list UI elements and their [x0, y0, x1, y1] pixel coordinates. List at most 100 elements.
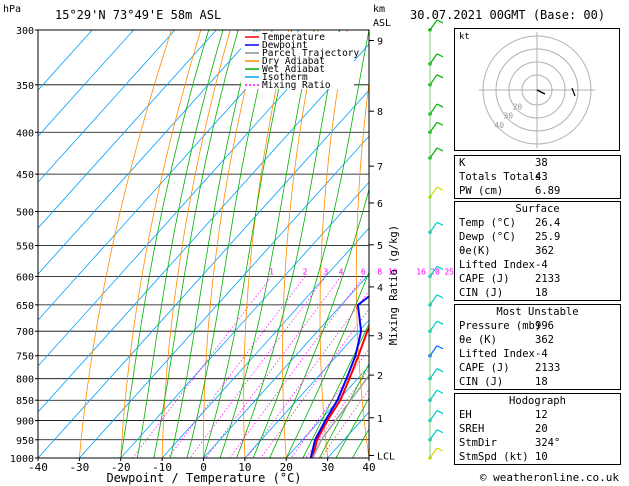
row-value: 10 — [535, 451, 548, 463]
temperature-tick-label: 40 — [362, 461, 375, 474]
row-label: Dewp (°C) — [459, 231, 516, 243]
pressure-tick-label: 650 — [16, 301, 34, 312]
hodograph-table: Hodograph EH 12 SREH 20 StmDir 324° StmSpd … — [454, 393, 621, 465]
wind-barb-flag — [436, 121, 444, 126]
row-value: -4 — [535, 348, 548, 360]
mixing-ratio-label: 10 — [388, 267, 398, 276]
km-tick-label: 8 — [377, 107, 383, 118]
wind-barb-staff — [429, 19, 438, 31]
wind-barb-staff — [429, 121, 438, 133]
index-label: K — [459, 157, 466, 169]
wind-barb-flag — [436, 368, 444, 373]
mixing-ratio-label: 8 — [377, 267, 382, 276]
wet-adiabat — [269, 187, 369, 458]
profile-lines — [309, 295, 369, 458]
pressure-tick-label: 600 — [16, 272, 34, 283]
legend-item-label: Parcel Trajectory — [262, 48, 360, 59]
km-tick-label: 7 — [377, 162, 383, 173]
row-label: θe (K) — [459, 334, 497, 346]
wet-adiabat — [335, 397, 369, 458]
row-value: 18 — [535, 287, 548, 299]
isotherm-line — [38, 30, 134, 137]
wet-adiabat — [153, 30, 239, 458]
mixing-ratio-line — [205, 276, 342, 458]
wind-barb-staff — [429, 429, 438, 441]
row-value: 996 — [535, 320, 554, 332]
mu-row: θe (K) 362 — [455, 333, 620, 347]
wind-barb-staff — [429, 389, 438, 401]
legend-item-label: Dewpoint — [262, 40, 308, 51]
km-tick-label: LCL — [377, 452, 395, 463]
row-label: CIN (J) — [459, 287, 504, 299]
dry-adiabat — [202, 30, 260, 458]
pressure-tick-label: 500 — [16, 208, 34, 219]
pressure-tick-label: 1000 — [10, 454, 34, 465]
wet-adiabat — [203, 30, 293, 458]
hpa-unit: hPa — [3, 4, 21, 15]
isotherm-line — [120, 181, 369, 458]
row-value: 18 — [535, 376, 548, 388]
surface-row: Temp (°C) 26.4 — [455, 216, 620, 230]
row-value: 2133 — [535, 273, 561, 285]
wind-barb-flag — [436, 53, 444, 58]
most-unstable-title: Most Unstable — [496, 306, 579, 318]
wind-barb-staff — [429, 147, 438, 159]
surface-row: θe(K) 362 — [455, 244, 620, 258]
km-tick-label: 5 — [377, 241, 383, 252]
mu-row: Pressure (mb) 996 — [455, 319, 620, 333]
mixing-ratio-label: 3 — [323, 267, 328, 276]
wind-barb-staff — [429, 368, 438, 380]
wind-barb-staff — [429, 53, 438, 65]
dewpoint-line — [309, 295, 369, 458]
km-tick-label: 1 — [377, 414, 383, 425]
pressure-tick-label: 750 — [16, 352, 34, 363]
x-axis-label: Dewpoint / Temperature (°C) — [106, 471, 301, 485]
mixing-ratio-label: 20 — [430, 267, 440, 276]
row-label: CAPE (J) — [459, 273, 510, 285]
isotherm-line — [285, 365, 369, 458]
indices-table: K 38 Totals Totals 43 PW (cm) 6.89 — [454, 155, 621, 199]
mu-row: Lifted Index -4 — [455, 347, 620, 361]
wet-adiabat — [252, 30, 369, 458]
temperature-tick-label: 0 — [200, 461, 207, 474]
row-value: 26.4 — [535, 217, 561, 229]
wind-barb-flag — [436, 221, 444, 226]
temperature-tick-label: -20 — [111, 461, 131, 474]
pressure-tick-label: 800 — [16, 375, 34, 386]
mixing-ratio-label: 4 — [339, 267, 344, 276]
mixing-ratio-label: 6 — [361, 267, 366, 276]
mixing-ratio-line — [305, 368, 369, 458]
row-value: 362 — [535, 245, 554, 257]
row-label: StmDir — [459, 437, 497, 449]
isotherm-line — [161, 227, 369, 458]
dry-adiabat — [161, 30, 231, 458]
temperature-line — [311, 325, 369, 458]
wind-barb-flag — [436, 429, 444, 434]
row-label: EH — [459, 409, 472, 421]
wind-barb-staff — [429, 345, 438, 357]
km-unit: km — [373, 4, 385, 15]
wind-barb-flag — [436, 447, 444, 452]
mixing-ratio-label: 2 — [303, 267, 308, 276]
surface-row: CAPE (J) 2133 — [455, 272, 620, 286]
isotherm-line — [244, 319, 369, 458]
wind-barb-flag — [436, 389, 444, 394]
pressure-tick-label: 450 — [16, 170, 34, 181]
temperature-tick-label: -30 — [69, 461, 89, 474]
isotherm-line — [38, 30, 176, 183]
km-tick-label: 4 — [377, 283, 383, 294]
pressure-tick-label: 350 — [16, 81, 34, 92]
wind-barb-flag — [436, 74, 444, 79]
isotherm-line — [79, 135, 369, 458]
km-tick-label: 2 — [377, 371, 383, 382]
wind-barb-flag — [436, 103, 444, 108]
row-label: θe(K) — [459, 245, 491, 257]
parcel-trajectory-line — [312, 374, 369, 458]
dry-adiabat — [355, 80, 369, 458]
mixing-ratio-line — [189, 276, 327, 458]
isotherm-line — [38, 30, 217, 229]
index-value: 38 — [535, 157, 548, 169]
isotherm-line — [203, 273, 369, 458]
